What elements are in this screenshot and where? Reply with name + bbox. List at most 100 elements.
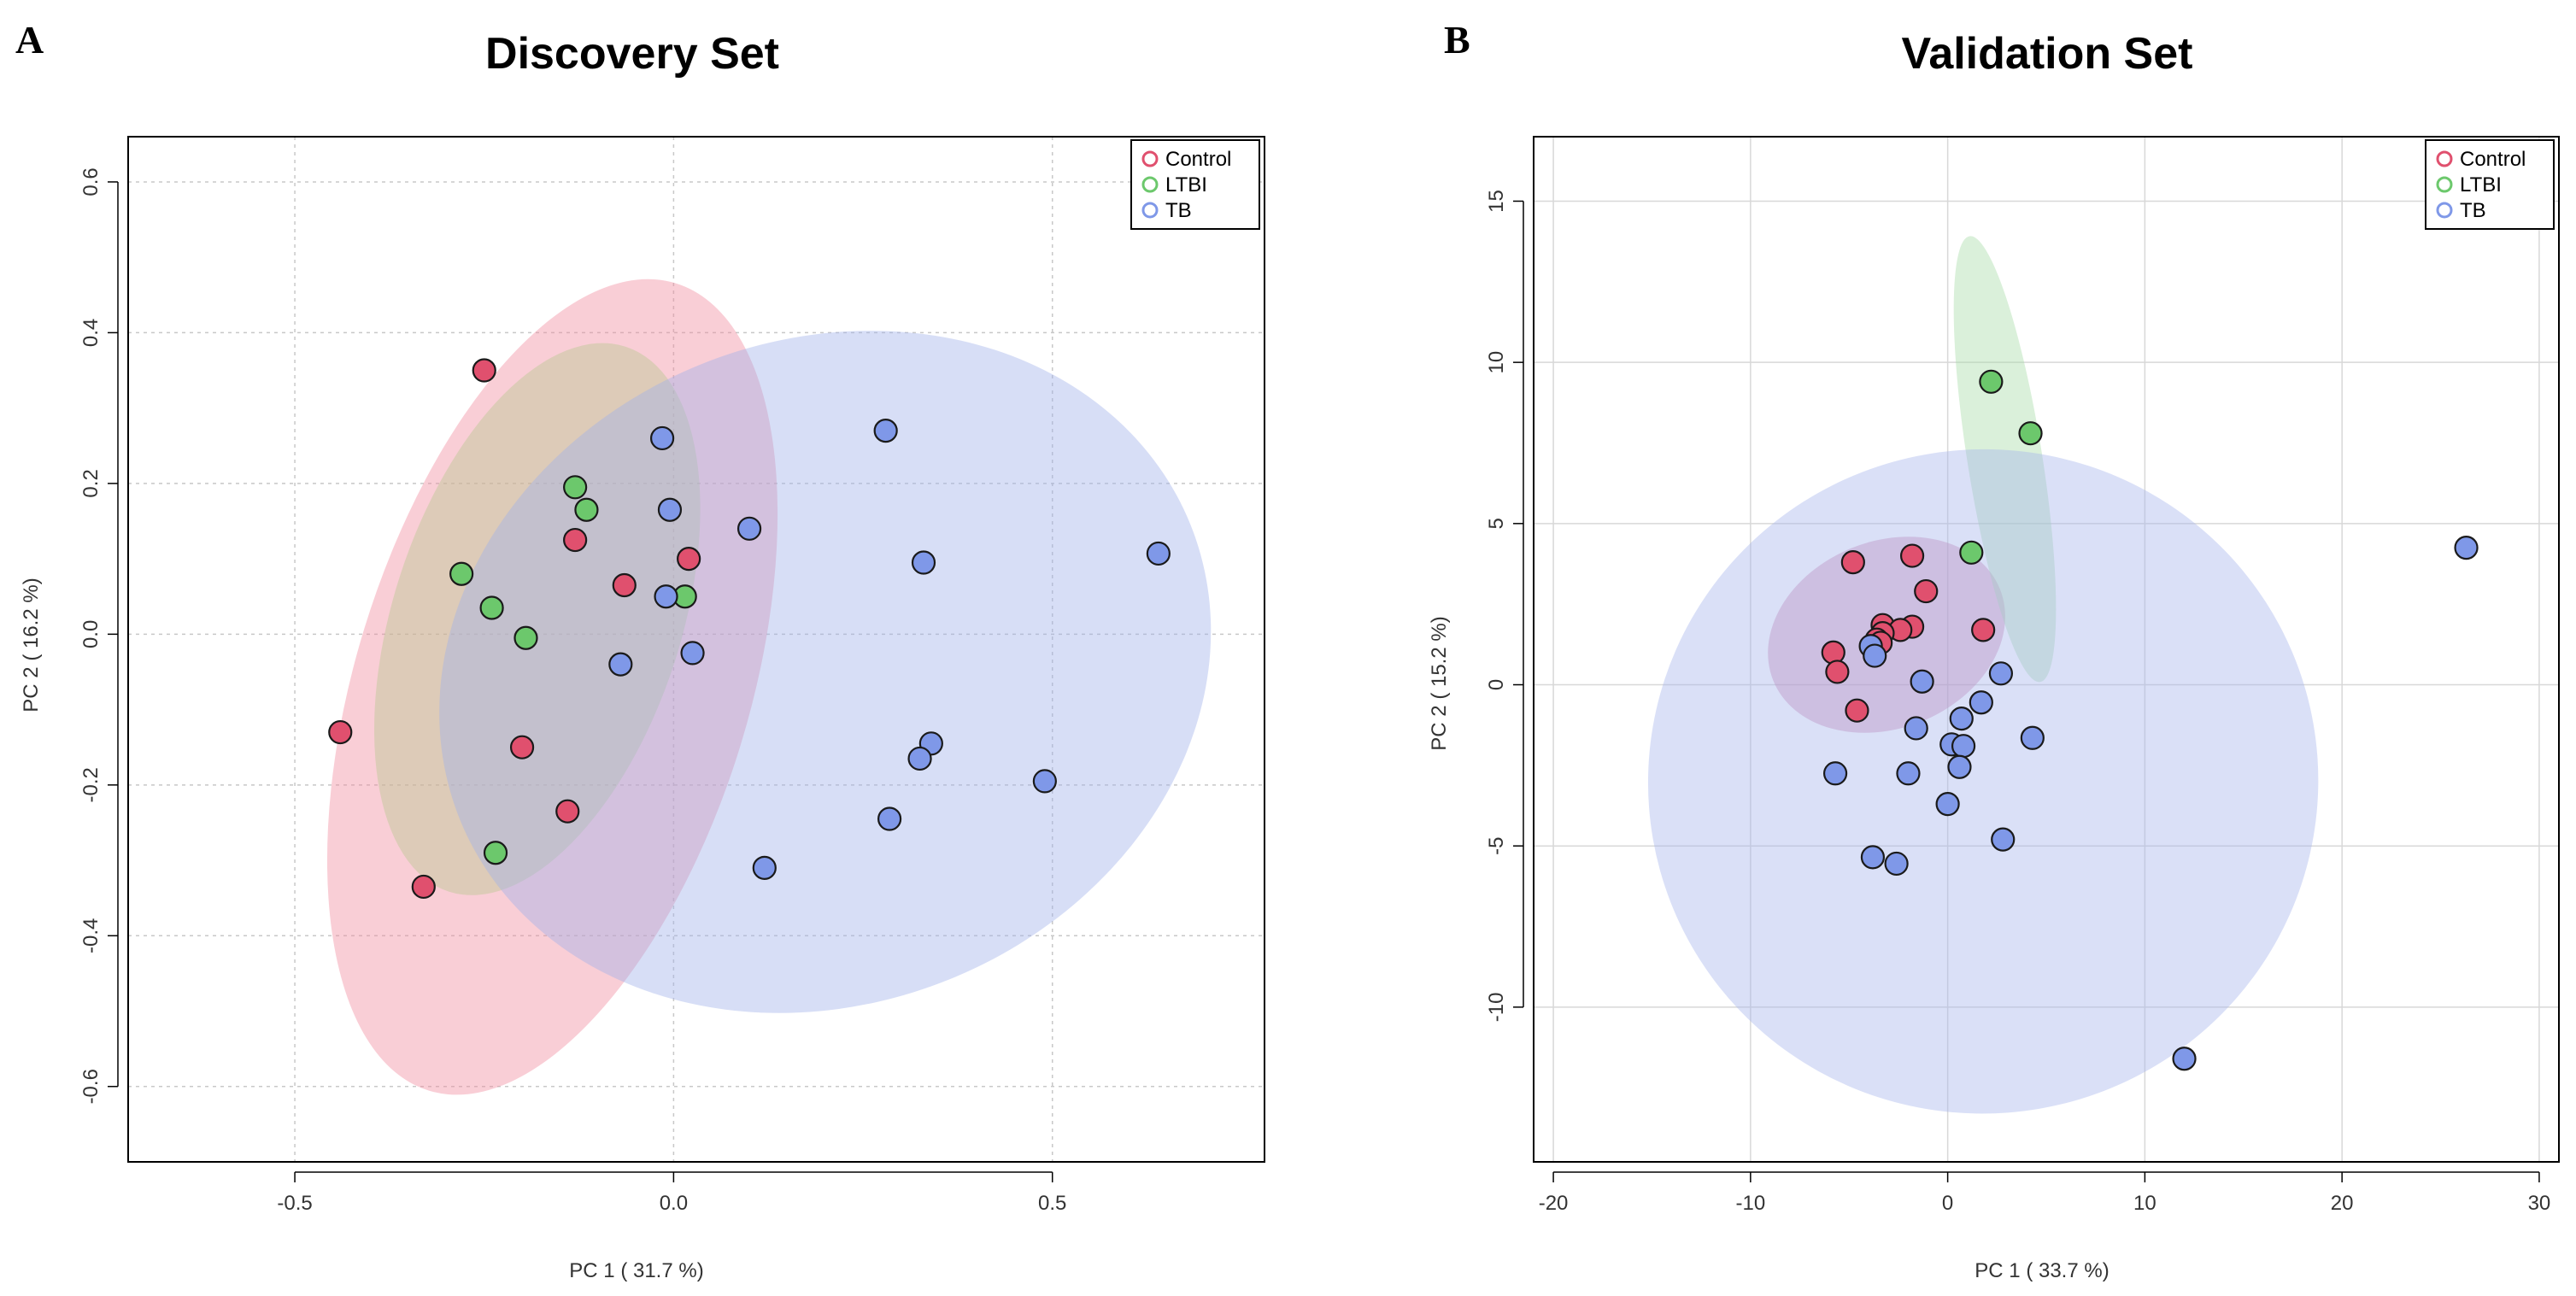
data-point-tb <box>2454 536 2479 560</box>
data-point-tb <box>2172 1047 2197 1071</box>
chart-title-b: Validation Set <box>1902 29 2193 79</box>
data-point-control <box>1840 550 1865 575</box>
y-tick-label: -0.2 <box>79 767 103 802</box>
panel-letter-b: B <box>1444 18 1470 62</box>
data-point-ltbi <box>483 841 508 865</box>
legend-label-ltbi: LTBI <box>1165 173 1207 196</box>
x-tick-label: 0.5 <box>1038 1192 1066 1215</box>
data-point-tb <box>1947 754 1972 779</box>
confidence-ellipse-tb <box>439 331 1212 1013</box>
data-point-tb <box>2020 725 2045 750</box>
y-tick-label: 0.6 <box>79 167 103 196</box>
x-tick-label: -20 <box>1539 1192 1569 1215</box>
plot-frame <box>127 136 1265 1163</box>
panel-b: B Validation Set PC 1 ( 33.7 %) PC 2 ( 1… <box>1428 18 2560 1282</box>
legend-box <box>2425 139 2555 230</box>
legend-marker-control <box>1141 150 1159 167</box>
data-point-control <box>1821 640 1845 665</box>
data-point-control <box>509 735 535 759</box>
data-point-tb <box>680 641 705 666</box>
legend-label-control: Control <box>1165 148 1231 171</box>
data-point-control <box>612 572 637 598</box>
x-tick-label: 0 <box>1942 1192 1953 1215</box>
data-point-tb <box>1896 761 1921 786</box>
legend-marker-tb <box>2436 202 2453 219</box>
chart-title-a: Discovery Set <box>485 29 779 79</box>
panel-a: A Discovery Set PC 1 ( 31.7 %) PC 2 ( 16… <box>15 18 1265 1282</box>
data-point-tb <box>907 746 932 771</box>
y-tick-label: 15 <box>1485 190 1508 213</box>
data-point-tb <box>1949 707 1974 731</box>
x-axis-label-b: PC 1 ( 33.7 %) <box>1975 1259 2109 1282</box>
data-point-control <box>472 358 496 383</box>
legend-label-ltbi: LTBI <box>2460 173 2502 196</box>
y-tick-label: 5 <box>1485 518 1508 529</box>
plot-inner-b <box>1534 137 2559 1162</box>
panel-letter-a: A <box>15 18 44 62</box>
data-point-control <box>1825 660 1850 684</box>
plot-frame <box>1533 136 2560 1163</box>
data-point-tb <box>654 584 678 609</box>
data-point-control <box>555 799 580 824</box>
y-tick-label: -0.4 <box>79 918 103 953</box>
data-point-ltbi <box>513 625 538 650</box>
y-tick-label: -5 <box>1485 837 1508 855</box>
data-point-ltbi <box>2018 421 2043 446</box>
data-point-tb <box>1969 690 1993 715</box>
y-axis-label-b: PC 2 ( 15.2 %) <box>1428 616 1451 750</box>
legend-marker-tb <box>1141 202 1159 219</box>
data-point-control <box>1914 578 1939 604</box>
data-point-tb <box>1910 669 1934 694</box>
data-point-tb <box>1032 769 1057 794</box>
data-point-ltbi <box>574 497 599 522</box>
legend-label-tb: TB <box>2460 199 2486 222</box>
data-point-tb <box>649 425 675 451</box>
y-tick-label: 10 <box>1485 351 1508 374</box>
data-point-ltbi <box>449 561 474 586</box>
data-point-tb <box>657 497 683 522</box>
legend-marker-ltbi <box>1141 176 1159 193</box>
data-point-tb <box>1951 734 1976 759</box>
data-point-tb <box>752 855 777 880</box>
y-tick-label: 0 <box>1485 679 1508 690</box>
plot-area-a: -0.5 0.0 0.5 -0.6 -0.4 -0.2 0.0 0.2 0.4 0.6 Contro… <box>79 136 1265 1215</box>
data-point-tb <box>877 806 902 831</box>
data-point-control <box>328 719 353 745</box>
data-point-tb <box>911 550 936 575</box>
legend-marker-ltbi <box>2436 176 2453 193</box>
y-tick-label: -10 <box>1485 993 1508 1023</box>
x-tick-label: 0.0 <box>660 1192 688 1215</box>
y-tick-label: 0.2 <box>79 469 103 497</box>
data-point-tb <box>1146 541 1171 566</box>
data-point-tb <box>1822 761 1848 786</box>
legend-label-control: Control <box>2460 148 2526 171</box>
data-point-control <box>563 527 588 553</box>
data-point-control <box>1971 618 1996 642</box>
data-point-tb <box>1860 845 1886 870</box>
legend-marker-control <box>2436 150 2453 167</box>
x-tick-label: 30 <box>2528 1192 2551 1215</box>
data-point-tb <box>1904 716 1928 741</box>
legend-box <box>1130 139 1260 230</box>
data-point-control <box>677 547 701 572</box>
data-point-ltbi <box>1959 540 1984 565</box>
confidence-ellipse-control <box>326 279 778 1095</box>
x-tick-label: -10 <box>1736 1192 1766 1215</box>
data-point-tb <box>736 516 762 541</box>
y-axis-label-a: PC 2 ( 16.2 %) <box>20 578 43 712</box>
confidence-ellipse-tb <box>1647 449 2319 1114</box>
data-point-tb <box>1884 851 1909 877</box>
confidence-ellipse-ltbi <box>1953 236 2057 683</box>
x-axis-label-a: PC 1 ( 31.7 %) <box>569 1259 703 1282</box>
y-tick-label: 0.0 <box>79 620 103 648</box>
x-tick-label: -0.5 <box>277 1192 312 1215</box>
data-point-ltbi <box>1979 369 2004 394</box>
data-point-ltbi <box>479 595 504 620</box>
data-point-tb <box>1935 792 1960 817</box>
data-point-control <box>1899 543 1925 568</box>
data-point-control <box>411 874 436 900</box>
data-point-tb <box>608 652 633 677</box>
